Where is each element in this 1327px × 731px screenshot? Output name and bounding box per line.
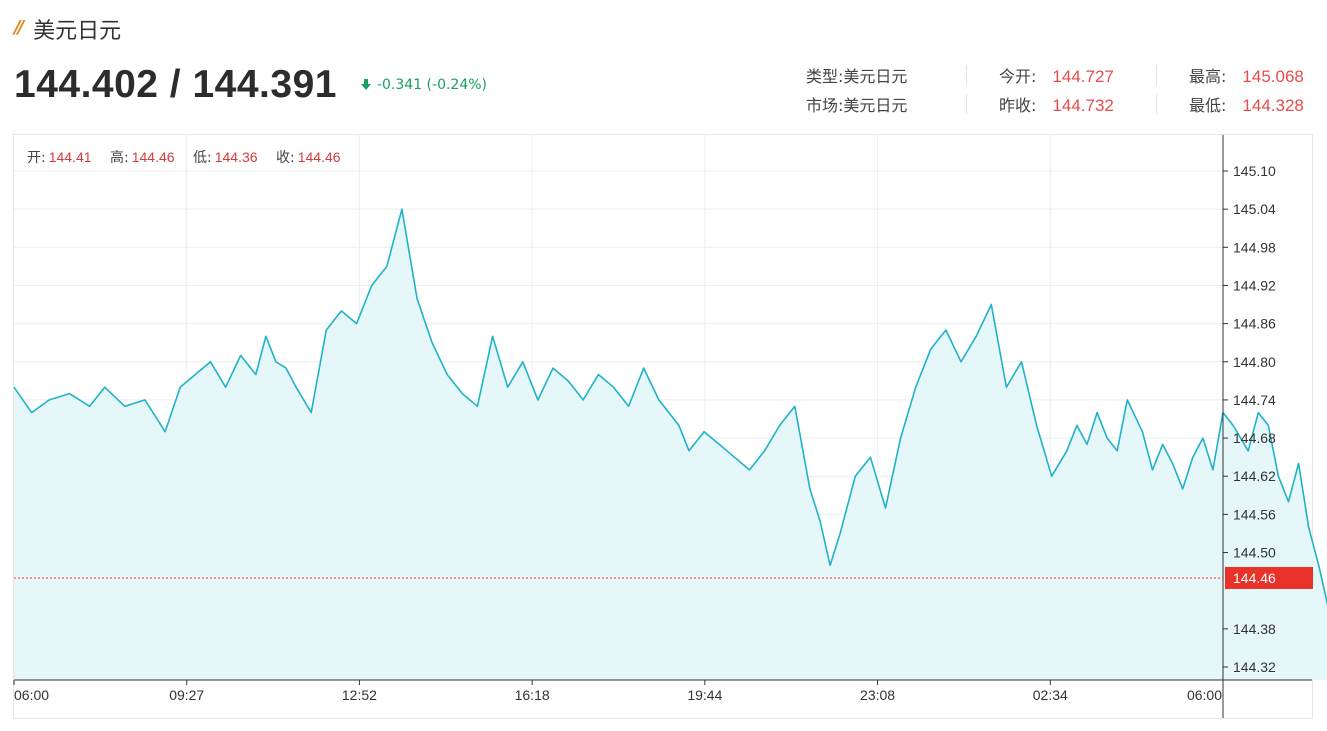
change-text: -0.341 (-0.24%) bbox=[376, 77, 487, 93]
ohlc-low-value: 144.36 bbox=[214, 149, 258, 165]
stat-market-value: 美元日元 bbox=[843, 96, 908, 115]
y-tick-label: 144.86 bbox=[1233, 316, 1276, 332]
stat-open: 今开: 144.727 bbox=[999, 63, 1114, 87]
down-arrow-icon bbox=[360, 79, 371, 90]
stat-low: 最低: 144.328 bbox=[1189, 92, 1304, 116]
y-tick-label: 144.92 bbox=[1233, 277, 1276, 293]
ohlc-high-label: 高: bbox=[110, 150, 129, 166]
x-tick-label: 06:00 bbox=[14, 687, 49, 703]
chart-frame bbox=[13, 134, 1313, 719]
bid-ask-price: 144.402 / 144.391 bbox=[14, 63, 337, 106]
stat-high-label: 最高: bbox=[1189, 67, 1227, 86]
ohlc-low-label: 低: bbox=[193, 150, 212, 166]
y-tick-label: 144.50 bbox=[1233, 545, 1276, 561]
divider bbox=[966, 65, 967, 85]
ohlc-open-label: 开: bbox=[27, 150, 46, 166]
x-axis-ticks: 06:00 09:27 12:52 16:18 19:44 23:08 02:34 06:00 bbox=[13, 680, 1224, 703]
stat-open-label: 今开: bbox=[999, 67, 1037, 86]
price-line bbox=[13, 208, 1327, 606]
y-tick-label: 144.56 bbox=[1233, 506, 1276, 522]
x-tick-label: 02:34 bbox=[1033, 687, 1068, 703]
ohlc-close-value: 144.46 bbox=[297, 149, 341, 165]
x-tick-label: 19:44 bbox=[687, 687, 722, 703]
stat-type-label: 类型: bbox=[806, 67, 844, 86]
current-price-group: 144.46 bbox=[14, 566, 1313, 589]
divider bbox=[966, 94, 967, 114]
x-tick-label: 06:00 bbox=[1187, 687, 1222, 703]
stat-type-value: 美元日元 bbox=[843, 67, 908, 86]
price-row: 144.402 / 144.391 -0.341 (-0.24%) bbox=[14, 60, 487, 110]
ohlc-high-value: 144.46 bbox=[131, 149, 175, 165]
ohlc-readout: 开: 144.41 高: 144.46 低: 144.36 收: 144.46 bbox=[27, 147, 355, 167]
ohlc-open-value: 144.41 bbox=[48, 149, 92, 165]
divider bbox=[1156, 65, 1157, 85]
current-price-marker bbox=[1225, 566, 1313, 589]
y-tick-label: 144.80 bbox=[1233, 354, 1276, 370]
page-title: 美元日元 bbox=[33, 19, 122, 44]
stat-open-value: 144.727 bbox=[1052, 67, 1114, 86]
stat-market-label: 市场: bbox=[806, 96, 844, 115]
stat-high-value: 145.068 bbox=[1242, 67, 1304, 86]
y-tick-label: 144.74 bbox=[1233, 392, 1276, 408]
price-change: -0.341 (-0.24%) bbox=[360, 77, 487, 93]
x-tick-label: 12:52 bbox=[342, 687, 377, 703]
stat-high: 最高: 145.068 bbox=[1189, 63, 1304, 87]
y-tick-label: 144.32 bbox=[1233, 659, 1276, 675]
y-tick-label: 144.62 bbox=[1233, 468, 1276, 484]
y-tick-label: 145.04 bbox=[1233, 201, 1276, 217]
x-tick-label: 09:27 bbox=[169, 687, 204, 703]
x-tick-label: 23:08 bbox=[860, 687, 895, 703]
divider bbox=[1156, 94, 1157, 114]
y-tick-label: 144.68 bbox=[1233, 430, 1276, 446]
y-tick-label: 144.98 bbox=[1233, 239, 1276, 255]
stat-low-label: 最低: bbox=[1189, 96, 1227, 115]
stat-low-value: 144.328 bbox=[1242, 96, 1304, 115]
current-price-label: 144.46 bbox=[1233, 570, 1276, 586]
y-tick-label: 144.38 bbox=[1233, 621, 1276, 637]
chart-axes bbox=[14, 135, 1312, 718]
title-row: // 美元日元 bbox=[14, 12, 121, 46]
stat-type: 类型:美元日元 bbox=[806, 63, 907, 87]
y-axis-ticks: 145.10 145.04 144.98 144.92 144.86 144.80 144.… bbox=[1223, 163, 1276, 675]
stat-prev-close-label: 昨收: bbox=[999, 96, 1037, 115]
stat-market: 市场:美元日元 bbox=[806, 92, 907, 116]
price-area-fill bbox=[14, 209, 1327, 680]
stat-prev-close-value: 144.732 bbox=[1052, 96, 1114, 115]
stat-prev-close: 昨收: 144.732 bbox=[999, 92, 1114, 116]
brand-logo-icon: // bbox=[14, 16, 24, 38]
ohlc-close-label: 收: bbox=[276, 150, 295, 166]
y-tick-label: 145.10 bbox=[1233, 163, 1276, 179]
x-tick-label: 16:18 bbox=[515, 687, 550, 703]
